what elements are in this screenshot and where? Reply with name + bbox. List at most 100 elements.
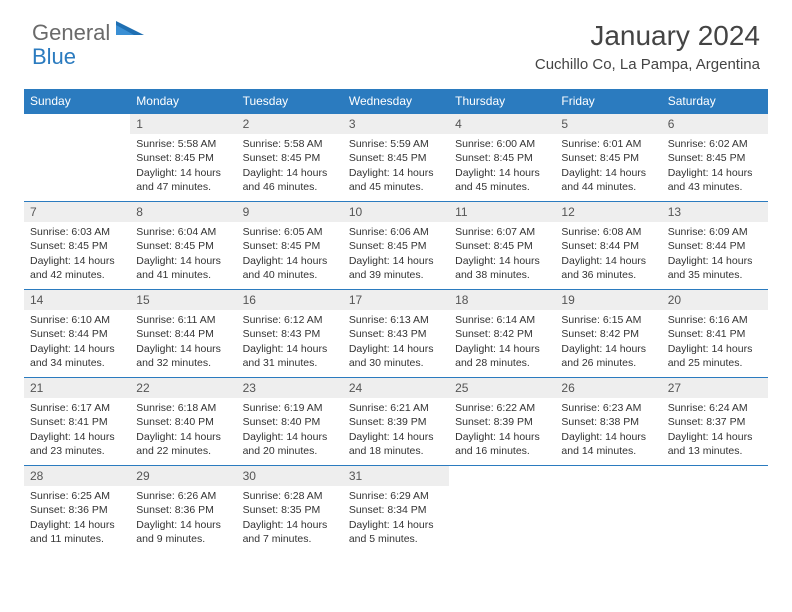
daylight-line: Daylight: 14 hours and 36 minutes. xyxy=(561,254,655,282)
calendar-day-cell: 21Sunrise: 6:17 AMSunset: 8:41 PMDayligh… xyxy=(24,378,130,466)
daylight-line: Daylight: 14 hours and 18 minutes. xyxy=(349,430,443,458)
day-details: Sunrise: 6:17 AMSunset: 8:41 PMDaylight:… xyxy=(24,398,130,464)
sunrise-line: Sunrise: 6:19 AM xyxy=(243,401,337,415)
sunrise-line: Sunrise: 6:21 AM xyxy=(349,401,443,415)
day-details: Sunrise: 5:59 AMSunset: 8:45 PMDaylight:… xyxy=(343,134,449,200)
day-details: Sunrise: 6:23 AMSunset: 8:38 PMDaylight:… xyxy=(555,398,661,464)
weekday-header: Saturday xyxy=(662,89,768,114)
sunrise-line: Sunrise: 6:01 AM xyxy=(561,137,655,151)
calendar-table: SundayMondayTuesdayWednesdayThursdayFrid… xyxy=(24,89,768,554)
sunset-line: Sunset: 8:43 PM xyxy=(349,327,443,341)
sunrise-line: Sunrise: 6:13 AM xyxy=(349,313,443,327)
daylight-line: Daylight: 14 hours and 11 minutes. xyxy=(30,518,124,546)
day-number: 4 xyxy=(449,114,555,134)
calendar-day-cell: 18 Sunrise: 6:14 AMSunset: 8:42 PMDayligh… xyxy=(449,290,555,378)
sunset-line: Sunset: 8:38 PM xyxy=(561,415,655,429)
calendar-day-cell: 14Sunrise: 6:10 AMSunset: 8:44 PMDayligh… xyxy=(24,290,130,378)
sunset-line: Sunset: 8:42 PM xyxy=(455,327,549,341)
page-header: General January 2024 Cuchillo Co, La Pam… xyxy=(0,0,792,81)
daylight-line: Daylight: 14 hours and 39 minutes. xyxy=(349,254,443,282)
sunrise-line: Sunrise: 6:11 AM xyxy=(136,313,230,327)
sunrise-line: Sunrise: 6:18 AM xyxy=(136,401,230,415)
sunrise-line: Sunrise: 6:09 AM xyxy=(668,225,762,239)
day-number: 22 xyxy=(130,378,236,398)
sunset-line: Sunset: 8:45 PM xyxy=(349,151,443,165)
sunrise-line: Sunrise: 6:16 AM xyxy=(668,313,762,327)
sunset-line: Sunset: 8:45 PM xyxy=(668,151,762,165)
month-title: January 2024 xyxy=(535,20,760,52)
sunrise-line: Sunrise: 6:06 AM xyxy=(349,225,443,239)
day-number: 2 xyxy=(237,114,343,134)
calendar-day-cell: 22Sunrise: 6:18 AMSunset: 8:40 PMDayligh… xyxy=(130,378,236,466)
sunset-line: Sunset: 8:44 PM xyxy=(30,327,124,341)
location-subtitle: Cuchillo Co, La Pampa, Argentina xyxy=(535,56,760,73)
sunset-line: Sunset: 8:45 PM xyxy=(30,239,124,253)
day-details: Sunrise: 6:13 AMSunset: 8:43 PMDaylight:… xyxy=(343,310,449,376)
sunset-line: Sunset: 8:42 PM xyxy=(561,327,655,341)
calendar-day-cell: 8Sunrise: 6:04 AMSunset: 8:45 PMDaylight… xyxy=(130,202,236,290)
brand-logo: General xyxy=(32,20,148,46)
weekday-header: Thursday xyxy=(449,89,555,114)
day-details: Sunrise: 5:58 AMSunset: 8:45 PMDaylight:… xyxy=(130,134,236,200)
logo-text-blue-wrap: Blue xyxy=(32,44,76,70)
calendar-day-cell: 31Sunrise: 6:29 AMSunset: 8:34 PMDayligh… xyxy=(343,466,449,554)
daylight-line: Daylight: 14 hours and 5 minutes. xyxy=(349,518,443,546)
day-details: Sunrise: 6:25 AMSunset: 8:36 PMDaylight:… xyxy=(24,486,130,552)
sunrise-line: Sunrise: 6:03 AM xyxy=(30,225,124,239)
sunset-line: Sunset: 8:45 PM xyxy=(455,239,549,253)
sunrise-line: Sunrise: 6:14 AM xyxy=(455,313,549,327)
calendar-day-cell: 12Sunrise: 6:08 AMSunset: 8:44 PMDayligh… xyxy=(555,202,661,290)
calendar-day-cell: 25Sunrise: 6:22 AMSunset: 8:39 PMDayligh… xyxy=(449,378,555,466)
day-number: 28 xyxy=(24,466,130,486)
weekday-header: Tuesday xyxy=(237,89,343,114)
calendar-day-cell: 2Sunrise: 5:58 AMSunset: 8:45 PMDaylight… xyxy=(237,114,343,202)
daylight-line: Daylight: 14 hours and 22 minutes. xyxy=(136,430,230,458)
daylight-line: Daylight: 14 hours and 16 minutes. xyxy=(455,430,549,458)
day-details: Sunrise: 5:58 AMSunset: 8:45 PMDaylight:… xyxy=(237,134,343,200)
day-details: Sunrise: 6:01 AMSunset: 8:45 PMDaylight:… xyxy=(555,134,661,200)
calendar-day-cell: 17Sunrise: 6:13 AMSunset: 8:43 PMDayligh… xyxy=(343,290,449,378)
sunset-line: Sunset: 8:45 PM xyxy=(136,239,230,253)
sunset-line: Sunset: 8:45 PM xyxy=(455,151,549,165)
day-number: 11 xyxy=(449,202,555,222)
day-number: 5 xyxy=(555,114,661,134)
day-details: Sunrise: 6:24 AMSunset: 8:37 PMDaylight:… xyxy=(662,398,768,464)
sunset-line: Sunset: 8:34 PM xyxy=(349,503,443,517)
sunrise-line: Sunrise: 6:10 AM xyxy=(30,313,124,327)
day-number: 6 xyxy=(662,114,768,134)
day-details: Sunrise: 6:06 AMSunset: 8:45 PMDaylight:… xyxy=(343,222,449,288)
day-details: Sunrise: 6:05 AMSunset: 8:45 PMDaylight:… xyxy=(237,222,343,288)
daylight-line: Daylight: 14 hours and 13 minutes. xyxy=(668,430,762,458)
day-details: Sunrise: 6:09 AMSunset: 8:44 PMDaylight:… xyxy=(662,222,768,288)
day-details: Sunrise: 6:03 AMSunset: 8:45 PMDaylight:… xyxy=(24,222,130,288)
daylight-line: Daylight: 14 hours and 28 minutes. xyxy=(455,342,549,370)
daylight-line: Daylight: 14 hours and 9 minutes. xyxy=(136,518,230,546)
calendar-week-row: 1Sunrise: 5:58 AMSunset: 8:45 PMDaylight… xyxy=(24,114,768,202)
day-number: 30 xyxy=(237,466,343,486)
day-number: 3 xyxy=(343,114,449,134)
sunrise-line: Sunrise: 6:07 AM xyxy=(455,225,549,239)
sunset-line: Sunset: 8:43 PM xyxy=(243,327,337,341)
sunrise-line: Sunrise: 6:22 AM xyxy=(455,401,549,415)
daylight-line: Daylight: 14 hours and 7 minutes. xyxy=(243,518,337,546)
sunset-line: Sunset: 8:45 PM xyxy=(561,151,655,165)
day-number: 9 xyxy=(237,202,343,222)
sunrise-line: Sunrise: 6:15 AM xyxy=(561,313,655,327)
calendar-day-cell: 19Sunrise: 6:15 AMSunset: 8:42 PMDayligh… xyxy=(555,290,661,378)
daylight-line: Daylight: 14 hours and 30 minutes. xyxy=(349,342,443,370)
sunset-line: Sunset: 8:44 PM xyxy=(668,239,762,253)
daylight-line: Daylight: 14 hours and 45 minutes. xyxy=(455,166,549,194)
sunrise-line: Sunrise: 6:05 AM xyxy=(243,225,337,239)
weekday-header: Wednesday xyxy=(343,89,449,114)
sunrise-line: Sunrise: 6:25 AM xyxy=(30,489,124,503)
day-number: 29 xyxy=(130,466,236,486)
logo-text-blue: Blue xyxy=(32,44,76,69)
calendar-day-cell: 27Sunrise: 6:24 AMSunset: 8:37 PMDayligh… xyxy=(662,378,768,466)
day-number: 19 xyxy=(555,290,661,310)
daylight-line: Daylight: 14 hours and 47 minutes. xyxy=(136,166,230,194)
calendar-day-cell: 7Sunrise: 6:03 AMSunset: 8:45 PMDaylight… xyxy=(24,202,130,290)
day-number: 18 xyxy=(449,290,555,310)
day-details: Sunrise: 6:07 AMSunset: 8:45 PMDaylight:… xyxy=(449,222,555,288)
calendar-day-cell: 11Sunrise: 6:07 AMSunset: 8:45 PMDayligh… xyxy=(449,202,555,290)
day-number: 1 xyxy=(130,114,236,134)
